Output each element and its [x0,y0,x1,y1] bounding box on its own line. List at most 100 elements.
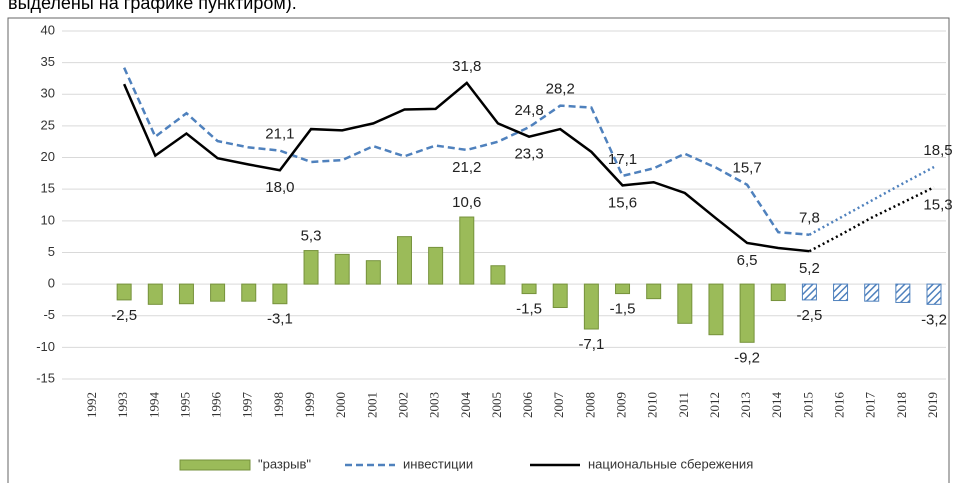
line [123,67,810,236]
data-label: 15,3 [923,196,952,213]
bar [303,250,319,285]
x-tick-label: 2011 [676,392,691,418]
x-tick-label: 2002 [395,392,410,418]
x-tick-label: 1999 [302,392,317,418]
frame [7,17,950,483]
x-tick-label: 2006 [520,392,535,419]
x-tick-label: 1993 [115,392,130,418]
x-tick-label: 2014 [769,392,784,419]
data-label: -9,2 [734,349,760,366]
bar [864,283,880,302]
x-tick-label: 2019 [925,392,940,418]
x-tick-label: 1998 [271,392,286,418]
x-tick-label: 2007 [551,392,566,419]
legend-label: "разрыв" [258,456,311,471]
x-tick-label: 2016 [832,392,847,419]
x-tick-label: 1995 [177,392,192,418]
bar [801,283,817,301]
y-tick-label: 0 [48,276,55,291]
y-tick-label: -5 [43,307,55,322]
y-tick-label: -15 [36,370,55,385]
x-tick-label: 2008 [582,392,597,418]
y-tick-label: 20 [41,149,55,164]
data-label: 18,5 [923,142,952,159]
x-tick-label: 1996 [209,392,224,419]
x-tick-label: 2012 [707,392,722,418]
y-tick-label: 15 [41,181,55,196]
bar [677,283,693,324]
legend-label: инвестиции [403,456,473,471]
y-tick-label: 10 [41,212,55,227]
legend-label: национальные сбережения [588,456,753,471]
x-tick-label: 2009 [614,392,629,418]
x-tick-label: 1994 [146,392,161,419]
data-label: 17,1 [608,151,637,168]
data-label: 15,6 [608,194,637,211]
bar [334,253,350,285]
bar [833,283,849,302]
caption: выделены на графике пунктиром). [8,0,297,13]
data-label: 21,1 [265,126,294,143]
bar [521,283,537,295]
bar [459,216,475,285]
bar [926,283,942,305]
line [808,165,935,236]
data-label: 24,8 [514,102,543,119]
bar [552,283,568,309]
data-label: 23,3 [514,146,543,163]
x-tick-label: 2015 [800,392,815,418]
bar [116,283,132,301]
x-tick-label: 2013 [738,392,753,418]
y-tick-label: 40 [41,22,55,37]
data-label: -7,1 [578,336,604,353]
y-tick-label: 5 [48,244,55,259]
data-label: 7,8 [799,210,820,227]
data-label: -1,5 [516,301,542,318]
y-tick-label: -10 [36,339,55,354]
bar [895,283,911,303]
x-tick-label: 2010 [645,392,660,418]
bar [396,236,412,285]
data-label: -1,5 [610,301,636,318]
data-label: 31,8 [452,58,481,75]
data-label: 21,2 [452,159,481,176]
x-tick-label: 2005 [489,392,504,418]
y-tick-label: 35 [41,54,55,69]
x-tick-label: 2000 [333,392,348,418]
line [808,186,935,253]
data-label: 15,7 [733,160,762,177]
x-tick-label: 2017 [863,392,878,419]
bar [770,283,786,302]
data-label: 5,2 [799,260,820,277]
line [123,81,810,253]
data-label: -3,1 [267,311,293,328]
y-tick-label: 30 [41,86,55,101]
legend-swatch [179,459,251,471]
bar [147,283,163,305]
data-label: -2,5 [796,307,822,324]
bar [241,283,257,302]
data-label: 18,0 [265,179,294,196]
bar [428,246,444,285]
bar [365,260,381,285]
data-label: 28,2 [546,81,575,98]
bar [272,283,288,305]
bar [178,283,194,305]
data-label: -3,2 [921,311,947,328]
bar [210,283,226,302]
bar [739,283,755,343]
bar [615,283,631,295]
bar [490,265,506,285]
bar [708,283,724,336]
x-tick-label: 2004 [458,392,473,419]
bar [583,283,599,330]
data-label: 10,6 [452,194,481,211]
bar [646,283,662,300]
x-tick-label: 2003 [427,392,442,418]
data-label: -2,5 [111,307,137,324]
x-tick-label: 2018 [894,392,909,418]
data-label: 5,3 [301,228,322,245]
x-tick-label: 1992 [84,392,99,418]
